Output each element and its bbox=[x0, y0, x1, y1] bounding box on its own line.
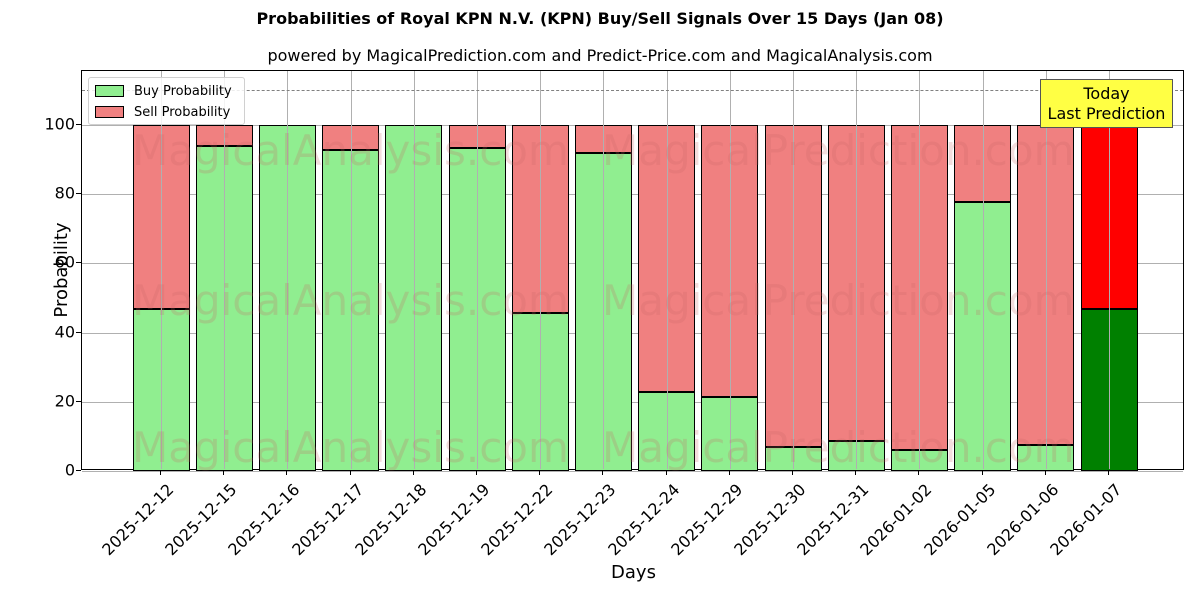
x-tick-mark bbox=[476, 470, 477, 475]
legend-label-buy: Buy Probability bbox=[134, 83, 232, 99]
y-tick-label: 0 bbox=[64, 460, 75, 480]
gridline-horizontal bbox=[82, 194, 1183, 196]
gridline-vertical bbox=[1109, 71, 1110, 469]
plot-area: MagicalAnalysis.com MagicalPrediction.com… bbox=[81, 70, 1184, 472]
x-tick-mark bbox=[349, 470, 351, 475]
gridline-vertical bbox=[287, 71, 289, 469]
gridline-horizontal bbox=[82, 471, 1183, 472]
x-tick-mark bbox=[665, 470, 667, 475]
gridline-vertical bbox=[793, 71, 794, 469]
y-tick-label: 100 bbox=[44, 114, 75, 134]
x-tick-mark bbox=[855, 470, 857, 475]
y-tick-mark bbox=[76, 400, 81, 402]
gridline-horizontal bbox=[82, 263, 1183, 265]
x-tick-mark bbox=[1044, 470, 1046, 475]
gridline-vertical bbox=[729, 71, 731, 469]
y-tick-mark bbox=[76, 193, 81, 195]
gridline-vertical bbox=[666, 71, 668, 469]
y-tick-mark bbox=[76, 262, 81, 264]
today-annotation: Today Last Prediction bbox=[1040, 79, 1173, 128]
gridline-horizontal bbox=[82, 332, 1183, 334]
x-tick-mark bbox=[223, 470, 225, 475]
buy-swatch-icon bbox=[95, 85, 124, 97]
gridline-vertical bbox=[603, 71, 605, 469]
legend: Buy Probability Sell Probability bbox=[88, 77, 245, 125]
x-tick-mark bbox=[160, 470, 161, 475]
sell-swatch-icon bbox=[95, 106, 124, 118]
legend-item-sell: Sell Probability bbox=[95, 104, 230, 120]
y-tick-label: 20 bbox=[54, 391, 75, 411]
annotation-line-1: Today bbox=[1083, 84, 1130, 103]
x-tick-mark bbox=[1108, 470, 1109, 475]
x-tick-mark bbox=[602, 470, 604, 475]
gridline-vertical bbox=[224, 71, 226, 469]
annotation-line-2: Last Prediction bbox=[1047, 104, 1166, 123]
gridline-vertical bbox=[540, 71, 542, 469]
legend-item-buy: Buy Probability bbox=[95, 83, 232, 99]
chart-title: Probabilities of Royal KPN N.V. (KPN) Bu… bbox=[256, 9, 944, 28]
gridline-vertical bbox=[477, 71, 478, 469]
x-tick-mark bbox=[412, 470, 414, 475]
x-tick-mark bbox=[728, 470, 730, 475]
y-tick-mark bbox=[76, 331, 81, 333]
gridline-vertical bbox=[919, 71, 921, 469]
x-tick-mark bbox=[539, 470, 541, 475]
legend-label-sell: Sell Probability bbox=[134, 104, 231, 120]
y-tick-label: 80 bbox=[54, 183, 75, 203]
gridline-vertical bbox=[350, 71, 352, 469]
y-tick-label: 40 bbox=[54, 322, 75, 342]
gridline-horizontal bbox=[82, 401, 1183, 403]
x-axis-label: Days bbox=[611, 562, 656, 583]
chart-subtitle: powered by MagicalPrediction.com and Pre… bbox=[267, 46, 933, 65]
gridline-vertical bbox=[1045, 71, 1047, 469]
x-tick-mark bbox=[981, 470, 983, 475]
gridline-vertical bbox=[161, 71, 162, 469]
y-tick-mark bbox=[76, 124, 81, 125]
y-tick-label: 60 bbox=[54, 252, 75, 272]
gridline-vertical bbox=[413, 71, 415, 469]
gridline-horizontal bbox=[82, 125, 1183, 126]
gridline-vertical bbox=[856, 71, 858, 469]
x-tick-mark bbox=[286, 470, 288, 475]
x-tick-mark bbox=[792, 470, 793, 475]
x-tick-mark bbox=[918, 470, 920, 475]
y-tick-mark bbox=[76, 470, 81, 471]
gridline-vertical bbox=[982, 71, 984, 469]
reference-line bbox=[82, 90, 1183, 92]
